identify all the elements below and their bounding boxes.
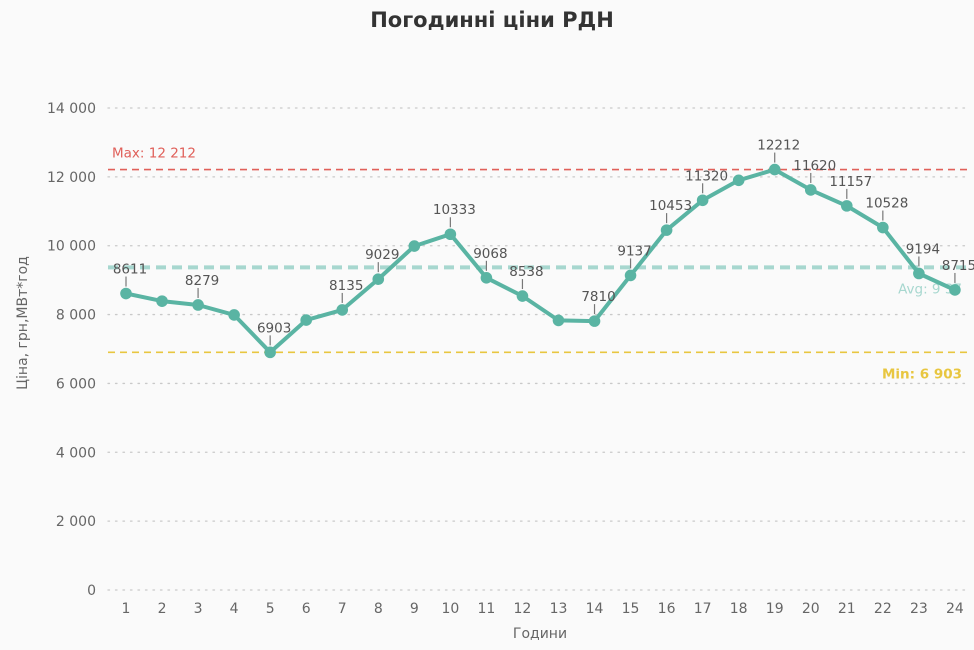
x-tick-label: 4	[230, 601, 239, 617]
y-tick-label: 6 000	[56, 376, 96, 392]
data-label: 8611	[113, 262, 147, 278]
data-point[interactable]	[228, 309, 240, 321]
x-tick-label: 14	[586, 601, 604, 617]
x-tick-label: 22	[874, 601, 892, 617]
data-point[interactable]	[336, 304, 349, 316]
x-tick-label: 20	[802, 601, 820, 617]
data-point[interactable]	[841, 200, 853, 212]
y-tick-label: 0	[87, 583, 96, 599]
data-label: 8715	[942, 258, 974, 274]
x-tick-label: 10	[441, 601, 459, 617]
data-label: 12212	[757, 138, 800, 154]
data-label: 10528	[865, 196, 908, 212]
data-label: 6903	[257, 320, 291, 336]
data-point[interactable]	[913, 267, 925, 280]
x-tick-label: 12	[514, 601, 532, 617]
y-tick-label: 14 000	[47, 101, 96, 117]
data-label: 8279	[185, 273, 219, 289]
x-tick-label: 13	[550, 601, 568, 617]
x-tick-label: 1	[122, 601, 131, 617]
x-tick-label: 17	[694, 601, 712, 617]
chart-title: Погодинні ціни РДН	[370, 8, 614, 32]
data-label: 10333	[433, 202, 476, 218]
data-label: 10453	[649, 198, 692, 214]
x-axis-ticks: 1 2 3 4 5 6 7 8 9 10 11 12 13 14 15 16 17 18 19 20 21 22 23 24	[122, 601, 964, 617]
data-label: 9029	[365, 247, 399, 263]
y-tick-label: 12 000	[47, 170, 96, 186]
data-point[interactable]	[696, 194, 709, 207]
y-tick-label: 4 000	[56, 445, 96, 461]
data-point[interactable]	[660, 224, 673, 236]
x-tick-label: 21	[838, 601, 856, 617]
x-tick-label: 19	[766, 601, 784, 617]
x-tick-label: 6	[302, 601, 311, 617]
series-layer	[120, 163, 961, 359]
y-tick-label: 10 000	[47, 239, 96, 255]
data-point[interactable]	[877, 221, 889, 234]
data-label: 11320	[685, 168, 728, 184]
gridlines	[107, 107, 971, 591]
x-tick-label: 8	[374, 601, 383, 617]
data-point[interactable]	[300, 314, 313, 326]
y-axis-ticks: 0 2 000 4 000 6 000 8 000 10 000 12 000 14 000	[47, 101, 96, 599]
data-label: 8538	[509, 264, 543, 280]
data-point[interactable]	[732, 174, 745, 187]
data-point[interactable]	[516, 290, 529, 302]
data-point[interactable]	[588, 315, 601, 327]
data-label: 11620	[793, 158, 836, 174]
data-point[interactable]	[552, 314, 565, 327]
data-point[interactable]	[949, 284, 961, 296]
y-tick-label: 8 000	[56, 308, 96, 324]
data-label: 11157	[829, 174, 872, 190]
data-label: 9068	[473, 246, 507, 262]
series-line	[124, 167, 957, 355]
data-label: 7810	[581, 289, 615, 305]
x-axis-title: Години	[513, 626, 567, 642]
x-tick-label: 24	[946, 601, 964, 617]
data-point[interactable]	[264, 346, 276, 359]
min-reference-label: Min: 6 903	[882, 366, 962, 382]
data-label: 8135	[329, 278, 363, 294]
x-tick-label: 11	[477, 601, 495, 617]
y-tick-label: 2 000	[56, 514, 96, 530]
data-point[interactable]	[480, 272, 493, 284]
x-tick-label: 9	[410, 601, 419, 617]
x-tick-label: 18	[730, 601, 748, 617]
x-tick-label: 2	[158, 601, 167, 617]
x-tick-label: 16	[658, 601, 676, 617]
x-tick-label: 23	[910, 601, 928, 617]
x-tick-label: 5	[266, 601, 275, 617]
data-point[interactable]	[804, 184, 817, 196]
data-label: 9137	[617, 243, 651, 259]
data-point[interactable]	[156, 295, 168, 307]
x-tick-label: 15	[622, 601, 640, 617]
data-point[interactable]	[120, 287, 132, 300]
data-point[interactable]	[408, 240, 421, 252]
data-label: 9194	[906, 241, 940, 257]
data-point[interactable]	[768, 163, 781, 176]
data-point[interactable]	[372, 273, 385, 285]
data-point[interactable]	[444, 228, 457, 241]
x-tick-label: 7	[338, 601, 347, 617]
data-point[interactable]	[624, 269, 637, 282]
x-tick-label: 3	[194, 601, 203, 617]
max-reference-label: Max: 12 212	[112, 146, 196, 162]
y-axis-title: Ціна, грн,МВт*год	[15, 256, 31, 390]
data-point[interactable]	[192, 299, 204, 311]
